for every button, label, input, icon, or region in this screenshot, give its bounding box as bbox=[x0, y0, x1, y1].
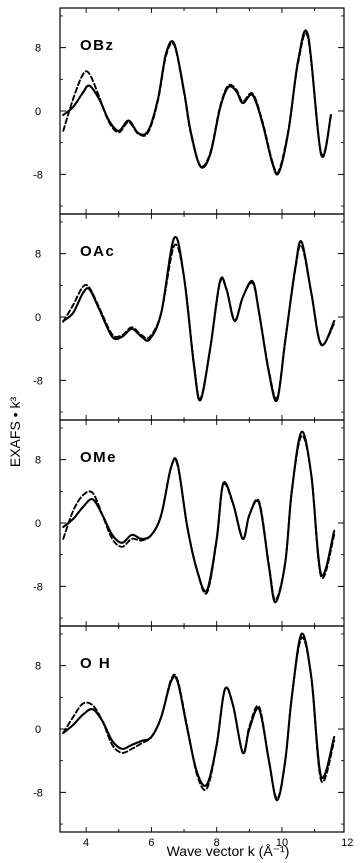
y-tick-label: -8 bbox=[33, 581, 43, 593]
panel-1: 8 0 -8 OAc bbox=[33, 213, 345, 421]
series-line-dashed bbox=[62, 32, 332, 174]
panel-label: OMe bbox=[80, 449, 117, 466]
y-tick-label: 0 bbox=[35, 106, 41, 118]
y-tick-label: -8 bbox=[33, 169, 43, 181]
y-tick-label: 0 bbox=[35, 724, 41, 736]
panel-0: 8 0 -8 OBz bbox=[33, 7, 345, 215]
panel-label: O H bbox=[80, 655, 111, 672]
y-axis-label: EXAFS • k³ bbox=[7, 397, 23, 468]
y-tick-label: 8 bbox=[35, 249, 41, 261]
y-tick-label: 8 bbox=[35, 43, 41, 55]
series-line-dashed bbox=[62, 434, 336, 601]
y-tick-label: 0 bbox=[35, 312, 41, 324]
x-ticks: 4 6 8 10 12 bbox=[83, 837, 353, 849]
x-tick-label: 12 bbox=[341, 837, 353, 849]
y-tick-label: 0 bbox=[35, 518, 41, 530]
panels-group: 8 0 -8 OBz 8 0 -8 OAc 8 0 -8 OMe 8 0 -8 O H bbox=[33, 7, 345, 833]
y-tick-label: -8 bbox=[33, 787, 43, 799]
y-tick-label: 8 bbox=[35, 661, 41, 673]
x-tick-label: 6 bbox=[148, 837, 154, 849]
series-line-dashed bbox=[62, 636, 336, 800]
x-tick-label: 8 bbox=[214, 837, 220, 849]
panel-label: OAc bbox=[80, 243, 115, 260]
y-tick-label: 8 bbox=[35, 455, 41, 467]
y-tick-label: -8 bbox=[33, 375, 43, 387]
x-axis-label: Wave vector k (Å⁻¹) bbox=[167, 843, 290, 859]
series-line-dashed bbox=[62, 243, 336, 400]
panel-3: 8 0 -8 O H bbox=[33, 625, 345, 833]
x-tick-label: 10 bbox=[276, 837, 288, 849]
panel-label: OBz bbox=[80, 37, 115, 54]
x-tick-label: 4 bbox=[83, 837, 89, 849]
panel-2: 8 0 -8 OMe bbox=[33, 419, 345, 627]
